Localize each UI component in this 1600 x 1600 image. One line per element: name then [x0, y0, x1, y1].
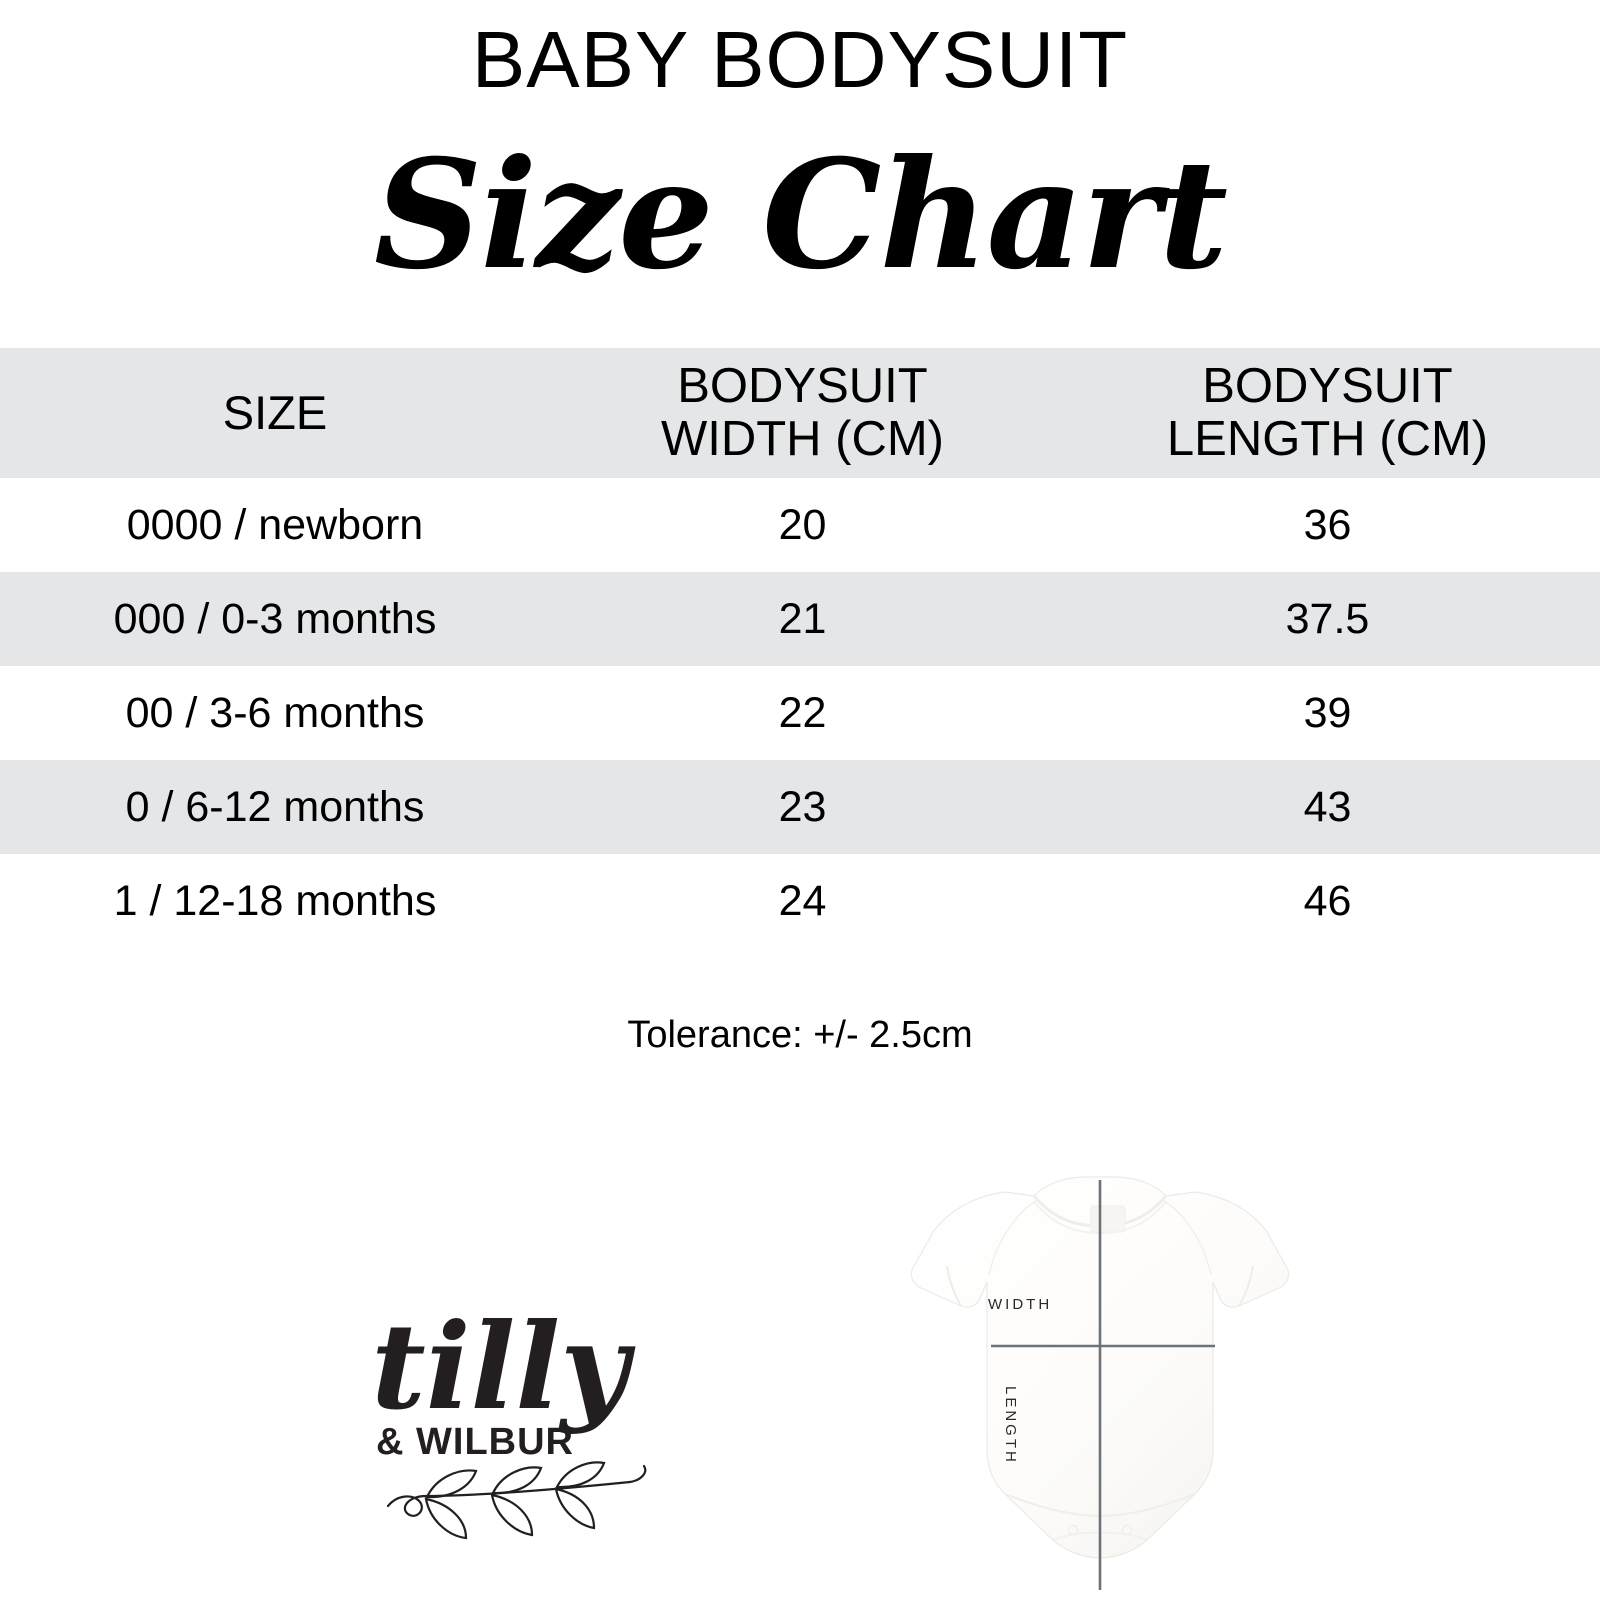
cell-length: 37.5: [1285, 594, 1370, 643]
page-subtitle-script: Size Chart: [373, 127, 1228, 303]
table-header-row: SIZE BODYSUIT WIDTH (CM) BODYSUIT LENGTH…: [0, 348, 1600, 478]
column-header-size: SIZE: [222, 385, 328, 439]
column-header-width: BODYSUIT WIDTH (CM): [550, 360, 1055, 466]
seam-left: [988, 1199, 1038, 1275]
cuff-right: [1238, 1265, 1254, 1307]
page-title: BABY BODYSUIT: [471, 15, 1129, 104]
cell-length: 46: [1303, 876, 1352, 925]
cuff-left: [946, 1265, 962, 1307]
table-row: 0000 / newborn 20 36: [0, 478, 1600, 572]
brand-logo: tilly & WILBUR: [330, 1258, 680, 1598]
column-header-length-line1: BODYSUIT: [1202, 359, 1453, 414]
cell-width: 20: [778, 500, 827, 549]
cell-width: 24: [778, 876, 827, 925]
cell-size: 000 / 0-3 months: [113, 594, 437, 643]
logo-script-text: tilly: [371, 1297, 636, 1436]
length-measure-label: LENGTH: [1002, 1386, 1019, 1465]
table-row: 1 / 12-18 months 24 46: [0, 854, 1600, 948]
column-header-length: BODYSUIT LENGTH (CM): [1055, 360, 1600, 466]
table-row: 000 / 0-3 months 21 37.5: [0, 572, 1600, 666]
bodysuit-illustration: WIDTH LENGTH: [895, 1150, 1305, 1600]
tolerance-note: Tolerance: +/- 2.5cm: [627, 1014, 973, 1056]
size-table: SIZE BODYSUIT WIDTH (CM) BODYSUIT LENGTH…: [0, 348, 1600, 948]
logo-sub-text: & WILBUR: [376, 1421, 574, 1463]
cell-length: 39: [1303, 688, 1352, 737]
column-header-width-line1: BODYSUIT: [677, 359, 928, 414]
width-measure-label: WIDTH: [988, 1296, 1053, 1313]
snap-button: [1121, 1524, 1133, 1536]
table-row: 0 / 6-12 months 23 43: [0, 760, 1600, 854]
cell-length: 36: [1303, 500, 1352, 549]
column-header-length-line2: LENGTH (CM): [1166, 412, 1489, 466]
column-header-width-line2: WIDTH (CM): [660, 412, 945, 466]
cell-width: 23: [778, 782, 827, 831]
seam-right: [1162, 1199, 1212, 1275]
cell-size: 0 / 6-12 months: [125, 782, 425, 831]
cell-width: 22: [778, 688, 827, 737]
cell-length: 43: [1303, 782, 1352, 831]
leaf-branch-icon: [386, 1461, 647, 1540]
table-row: 00 / 3-6 months 22 39: [0, 666, 1600, 760]
cell-size: 0000 / newborn: [126, 500, 424, 549]
neck-label: [1090, 1205, 1126, 1233]
snap-button: [1067, 1524, 1079, 1536]
cell-width: 21: [778, 594, 827, 643]
cell-size: 1 / 12-18 months: [113, 876, 437, 925]
cell-size: 00 / 3-6 months: [125, 688, 425, 737]
